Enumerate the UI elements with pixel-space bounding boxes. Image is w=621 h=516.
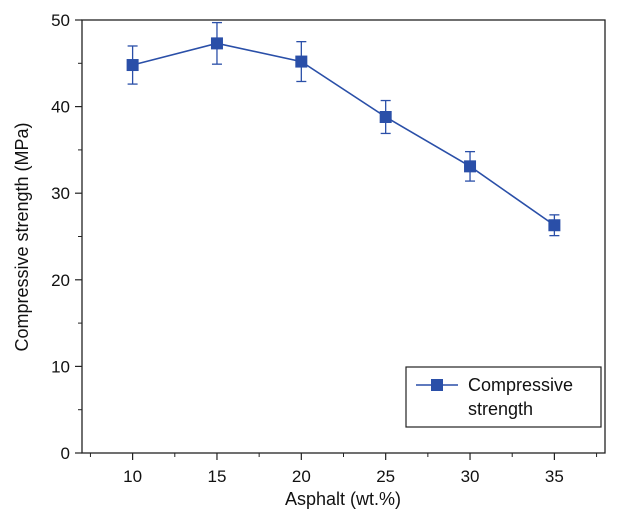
data-point [464,160,477,173]
x-tick-label: 25 [376,467,395,486]
x-tick-label: 15 [208,467,227,486]
data-point [295,55,308,68]
x-tick-label: 35 [545,467,564,486]
y-tick-label: 10 [51,357,70,376]
data-point [548,219,561,232]
x-tick-label: 20 [292,467,311,486]
data-point [126,59,139,72]
x-tick-label: 10 [123,467,142,486]
y-ticks: 0 10 20 30 40 50 [51,11,82,463]
x-axis-label: Asphalt (wt.%) [285,489,401,509]
y-axis-label: Compressive strength (MPa) [12,122,32,351]
data-point [210,37,223,50]
legend-marker [431,379,443,391]
legend-box [405,366,602,428]
y-tick-label: 50 [51,11,70,30]
legend-label-line-1: Compressive [468,375,573,395]
x-tick-label: 30 [461,467,480,486]
legend-label-line-2: strength [468,399,533,419]
data-point [379,110,392,123]
y-tick-label: 30 [51,184,70,203]
legend: Compressive strength [405,366,602,428]
series-layer [126,21,561,237]
y-tick-label: 20 [51,271,70,290]
series-line [132,42,555,226]
y-tick-label: 40 [51,98,70,117]
y-tick-label: 0 [61,444,70,463]
x-ticks: 10 15 20 25 30 35 [89,453,598,486]
